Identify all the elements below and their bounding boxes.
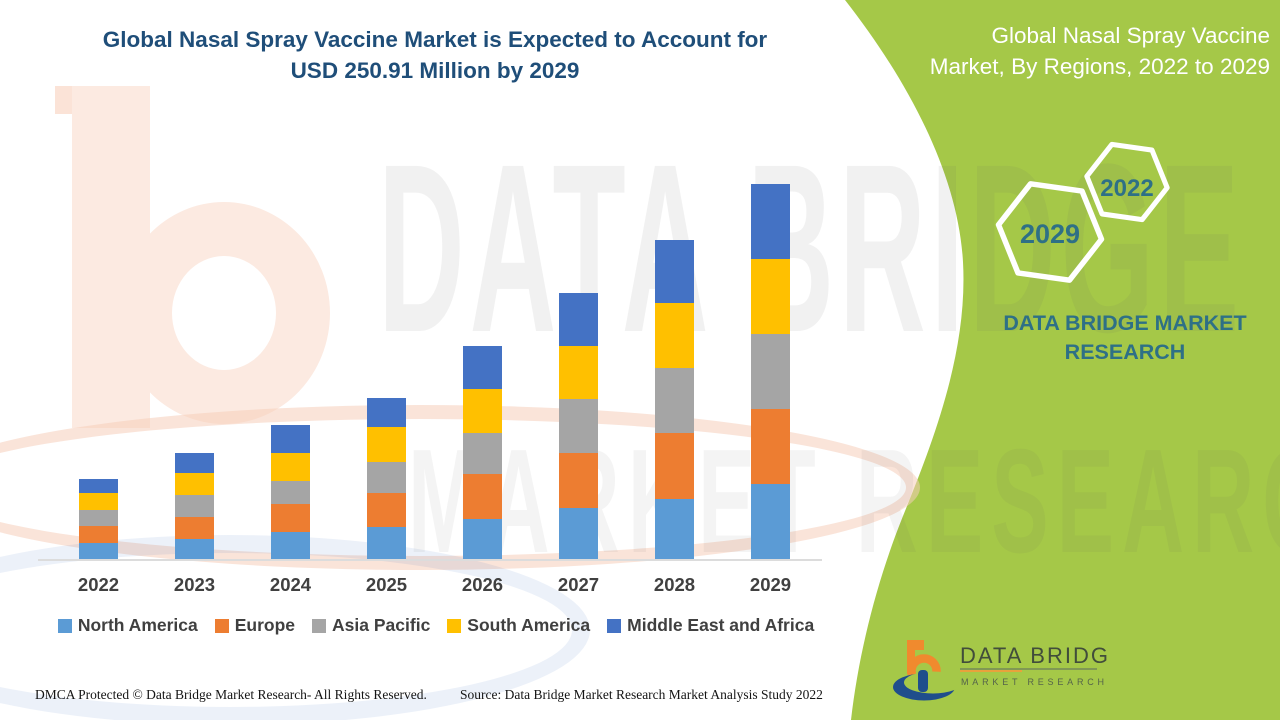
legend-swatch-asia-pacific	[312, 618, 327, 633]
bar-2023	[175, 453, 214, 559]
hexagon-2029	[995, 181, 1105, 283]
bar-segment-2024-middle-east-and-africa	[271, 425, 310, 453]
page-title-line2: USD 250.91 Million by 2029	[290, 58, 580, 83]
bar-segment-2022-europe	[79, 526, 118, 544]
brand-wordmark: DATA BRIDGE MARKET RESEARCH	[980, 309, 1270, 367]
bar-segment-2026-south-america	[463, 389, 502, 434]
bar-segment-2025-south-america	[367, 427, 406, 463]
bar-segment-2023-south-america	[175, 473, 214, 496]
side-panel-title-line1: Global Nasal Spray Vaccine	[991, 23, 1270, 48]
legend-swatch-north-america	[57, 618, 72, 633]
bar-segment-2023-asia-pacific	[175, 495, 214, 517]
legend-swatch-europe	[214, 618, 229, 633]
bar-segment-2022-north-america	[79, 543, 118, 559]
legend-label: Asia Pacific	[332, 615, 431, 635]
bar-segment-2029-north-america	[751, 484, 790, 559]
bar-segment-2028-europe	[655, 433, 694, 499]
bar-segment-2029-middle-east-and-africa	[751, 184, 790, 259]
logo-d-swoosh-icon	[893, 670, 962, 701]
x-axis-label-2026: 2026	[461, 574, 504, 595]
bar-segment-2027-asia-pacific	[559, 399, 598, 454]
legend-label: Europe	[234, 615, 296, 635]
bar-segment-2022-middle-east-and-africa	[79, 479, 118, 494]
year-hexagons: 2029 2022	[995, 141, 1170, 283]
page-title-line1: Global Nasal Spray Vaccine Market is Exp…	[102, 27, 768, 52]
hexagon-2029-label: 2029	[1020, 219, 1080, 249]
bar-segment-2027-south-america	[559, 346, 598, 400]
bar-segment-2024-europe	[271, 504, 310, 532]
bar-segment-2029-south-america	[751, 258, 790, 334]
legend-label: North America	[77, 615, 198, 635]
bar-segment-2027-north-america	[559, 507, 598, 559]
legend-item-europe: Europe	[214, 615, 296, 636]
bar-2029	[751, 184, 790, 559]
bar-2027	[559, 293, 598, 559]
bar-2026	[463, 346, 502, 559]
bar-segment-2023-middle-east-and-africa	[175, 453, 214, 474]
legend-item-middle-east-and-africa: Middle East and Africa	[607, 615, 814, 636]
bar-segment-2026-asia-pacific	[463, 433, 502, 475]
legend-item-north-america: North America	[57, 615, 198, 636]
hexagon-2022	[1084, 141, 1170, 223]
logo-wordmark-line2: MARKET RESEARCH	[961, 677, 1108, 687]
bar-2025	[367, 398, 406, 559]
chart-legend: North America Europe Asia Pacific South Ame…	[40, 615, 832, 636]
legend-swatch-south-america	[447, 618, 462, 633]
bar-segment-2026-north-america	[463, 519, 502, 559]
dmca-notice: DMCA Protected © Data Bridge Market Rese…	[35, 687, 427, 702]
bar-segment-2029-asia-pacific	[751, 333, 790, 409]
bar-segment-2025-north-america	[367, 527, 406, 559]
source-note: Source: Data Bridge Market Research Mark…	[460, 687, 823, 702]
bar-segment-2028-south-america	[655, 303, 694, 369]
legend-label: South America	[467, 615, 591, 635]
bar-segment-2028-asia-pacific	[655, 368, 694, 434]
x-axis-label-2023: 2023	[173, 574, 216, 595]
legend-item-asia-pacific: Asia Pacific	[312, 615, 430, 636]
legend-swatch-middle-east-and-africa	[607, 618, 622, 633]
side-panel-title-line2: Market, By Regions, 2022 to 2029	[929, 54, 1270, 79]
bar-segment-2025-asia-pacific	[367, 462, 406, 493]
bar-segment-2024-south-america	[271, 452, 310, 481]
bar-segment-2029-europe	[751, 408, 790, 485]
bar-segment-2024-north-america	[271, 531, 310, 559]
hexagon-2022-label: 2022	[1100, 175, 1153, 202]
bar-segment-2026-middle-east-and-africa	[463, 346, 502, 390]
x-axis-line	[38, 559, 822, 561]
bar-segment-2025-middle-east-and-africa	[367, 398, 406, 428]
x-axis-label-2028: 2028	[653, 574, 696, 595]
bar-segment-2027-middle-east-and-africa	[559, 293, 598, 347]
brand-wordmark-line1: DATA BRIDGE MARKET	[1003, 311, 1247, 335]
side-panel-title: Global Nasal Spray Vaccine Market, By Re…	[895, 20, 1270, 82]
x-axis-label-2024: 2024	[269, 574, 312, 595]
bar-segment-2026-europe	[463, 474, 502, 520]
bar-segment-2022-asia-pacific	[79, 509, 118, 527]
logo-wordmark-line1: DATA BRIDGE	[960, 643, 1110, 668]
bar-2024	[271, 425, 310, 559]
legend-label: Middle East and Africa	[627, 615, 815, 635]
bar-2022	[79, 479, 118, 559]
company-logo: DATA BRIDGE MARKET RESEARCH	[893, 640, 1110, 701]
bar-segment-2022-south-america	[79, 493, 118, 510]
page-title: Global Nasal Spray Vaccine Market is Exp…	[40, 24, 830, 86]
bar-segment-2028-middle-east-and-africa	[655, 239, 694, 304]
bar-segment-2028-north-america	[655, 498, 694, 559]
x-axis-label-2025: 2025	[365, 574, 408, 595]
bar-segment-2023-north-america	[175, 539, 214, 559]
legend-item-south-america: South America	[447, 615, 590, 636]
bar-segment-2024-asia-pacific	[271, 480, 310, 505]
bar-segment-2027-europe	[559, 453, 598, 508]
x-axis-label-2022: 2022	[77, 574, 120, 595]
bar-2028	[655, 239, 694, 559]
bar-segment-2025-europe	[367, 492, 406, 528]
x-axis-label-2029: 2029	[749, 574, 792, 595]
brand-wordmark-line2: RESEARCH	[1064, 340, 1186, 364]
bar-segment-2023-europe	[175, 516, 214, 539]
x-axis-label-2027: 2027	[557, 574, 600, 595]
